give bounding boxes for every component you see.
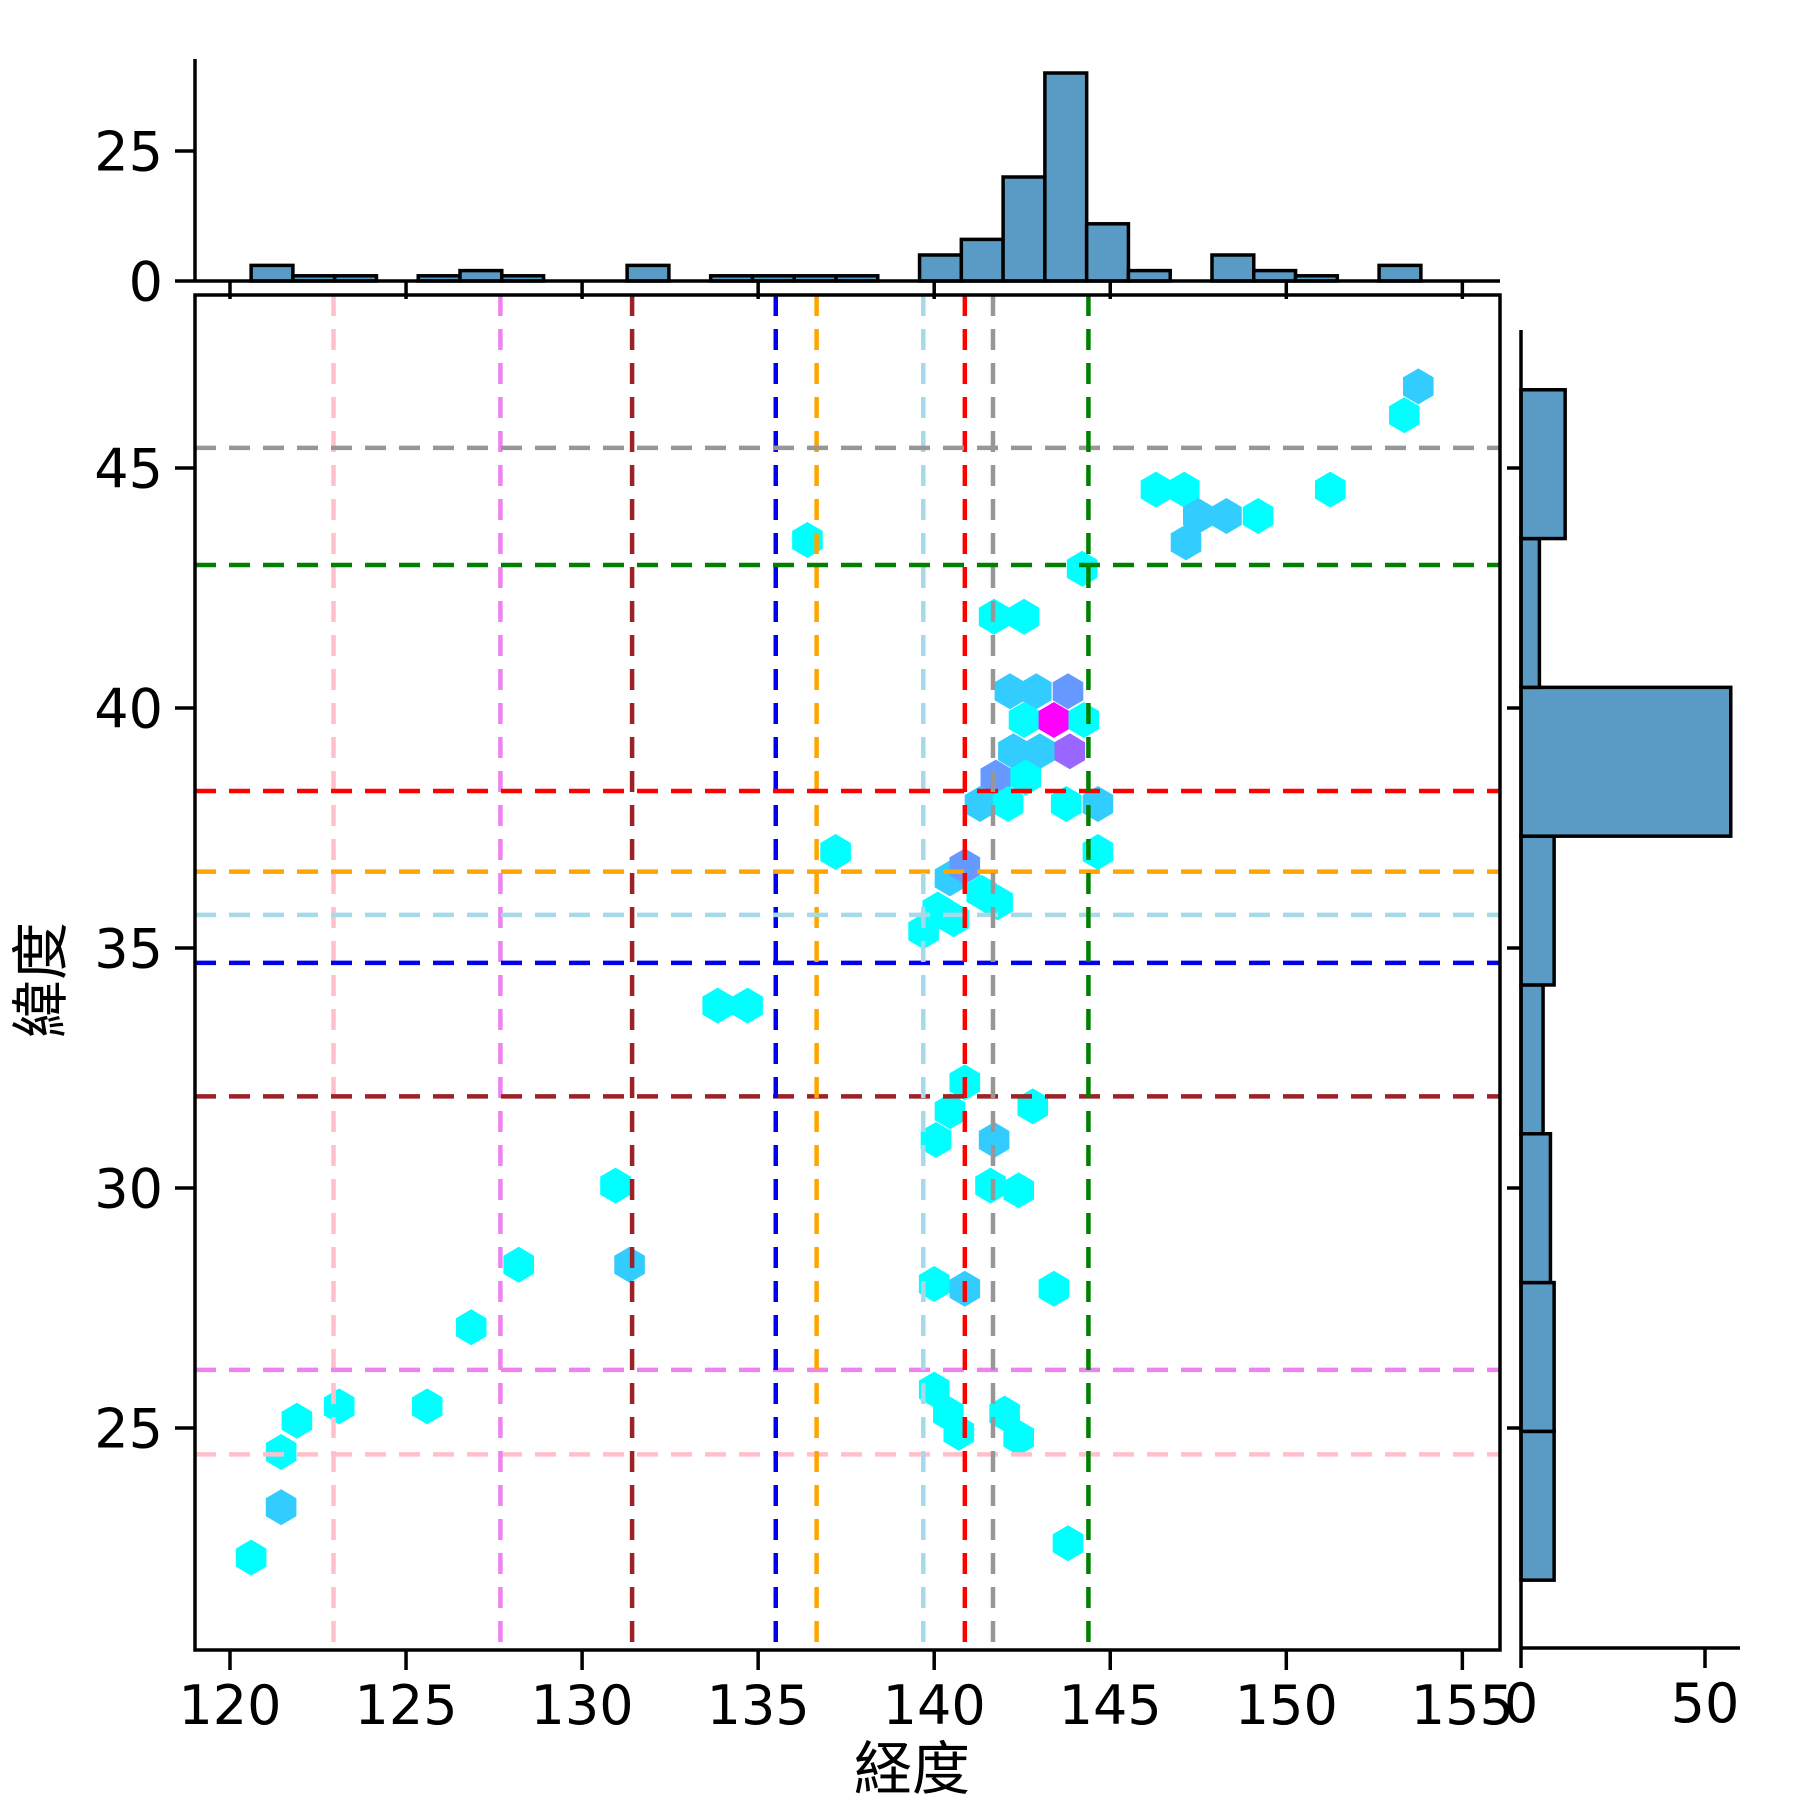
hexbin-cell bbox=[980, 759, 1012, 796]
hexbin-cell bbox=[934, 1093, 966, 1130]
main-plot-border bbox=[193, 293, 1502, 1652]
hexbin-cell bbox=[938, 901, 969, 938]
top-hist-bar bbox=[625, 263, 671, 283]
hexbin-cell bbox=[1003, 1419, 1034, 1456]
top-hist-bar bbox=[1210, 253, 1256, 283]
x-tick-label: 155 bbox=[1411, 1674, 1514, 1737]
hexbin-cell bbox=[614, 1246, 645, 1283]
top-hist-bar bbox=[959, 237, 1005, 283]
hexbin-cell bbox=[1211, 498, 1242, 534]
right-histogram: 0 50 bbox=[1504, 330, 1740, 1735]
hexbin-cell bbox=[1024, 733, 1056, 770]
hexbin-cell bbox=[411, 1388, 443, 1425]
right-hist-xtick-label: 50 bbox=[1671, 1672, 1740, 1735]
main-plot: 120 125 130 135 140 145 150 155 25 30 35 40 45 bbox=[94, 293, 1514, 1737]
y-tick-label: 40 bbox=[94, 677, 163, 740]
hexbin-cell bbox=[1021, 673, 1052, 710]
right-hist-bar bbox=[1519, 685, 1733, 838]
hexbin-cell bbox=[1008, 702, 1040, 738]
x-tick-label: 120 bbox=[178, 1674, 281, 1737]
hexbin-cell bbox=[1052, 1525, 1084, 1562]
right-hist-bar bbox=[1519, 388, 1567, 541]
hexbin-cell bbox=[1010, 759, 1041, 796]
hexbin-cell bbox=[918, 1266, 950, 1302]
top-hist-bar bbox=[1001, 175, 1047, 283]
hexbin-cell bbox=[600, 1167, 631, 1204]
hexbin-layer bbox=[235, 368, 1434, 1576]
hexbin-cell bbox=[992, 786, 1024, 822]
hexbin-cell bbox=[455, 1309, 487, 1346]
hexbin-cell bbox=[235, 1539, 267, 1576]
right-hist-bar bbox=[1519, 536, 1542, 690]
hexbin-cell bbox=[1050, 786, 1082, 822]
hexbin-cell bbox=[994, 673, 1026, 710]
x-tick-label: 150 bbox=[1235, 1674, 1338, 1737]
hexbin-cell bbox=[1052, 673, 1084, 710]
hexbin-cell bbox=[281, 1402, 313, 1439]
hexbin-cell bbox=[1170, 524, 1202, 561]
hexbin-cell bbox=[998, 733, 1029, 770]
hexbin-cell bbox=[1008, 598, 1040, 635]
hexbin-cell bbox=[1003, 1172, 1034, 1209]
hexbin-cell bbox=[1038, 702, 1070, 738]
top-hist-ytick-label: 25 bbox=[94, 120, 163, 183]
hexbin-cell bbox=[1168, 471, 1200, 508]
hexbin-cell bbox=[978, 1122, 1010, 1158]
right-hist-bar bbox=[1519, 834, 1556, 987]
right-hist-bar bbox=[1519, 1132, 1553, 1285]
hexbin-cell bbox=[920, 1122, 952, 1158]
hexbin-cell bbox=[265, 1434, 297, 1470]
hexbin-cell bbox=[732, 987, 763, 1024]
x-tick-label: 145 bbox=[1059, 1674, 1162, 1737]
y-tick-label: 35 bbox=[94, 917, 163, 980]
y-tick-label: 30 bbox=[94, 1157, 163, 1220]
hexbin-cell bbox=[1140, 471, 1172, 508]
hexbin-cell bbox=[989, 1395, 1020, 1432]
top-hist-bar bbox=[1084, 222, 1131, 283]
hexbin-cell bbox=[949, 848, 981, 885]
hexbin-cell bbox=[1054, 733, 1086, 770]
hexbin-cell bbox=[265, 1489, 297, 1526]
hexbin-cell bbox=[702, 987, 733, 1024]
x-tick-label: 125 bbox=[355, 1674, 458, 1737]
hexbin-cell bbox=[964, 786, 996, 822]
hexbin-cell bbox=[503, 1246, 534, 1283]
hexbin-cell bbox=[1403, 368, 1434, 405]
x-tick-label: 140 bbox=[883, 1674, 986, 1737]
reference-lines bbox=[195, 295, 1500, 1650]
top-histogram: 0 25 bbox=[94, 59, 1500, 313]
top-hist-bar bbox=[1377, 263, 1423, 283]
hexbin-cell bbox=[1183, 498, 1214, 534]
hexbin-cell bbox=[1068, 702, 1100, 738]
x-tick-label: 130 bbox=[531, 1674, 634, 1737]
hexbin-cell bbox=[1242, 498, 1274, 534]
right-hist-bar bbox=[1519, 1280, 1556, 1434]
right-hist-xtick-label: 0 bbox=[1504, 1672, 1538, 1735]
top-hist-bar bbox=[249, 263, 295, 283]
hexbin-cell bbox=[982, 884, 1013, 921]
y-tick-label: 25 bbox=[94, 1397, 163, 1460]
x-tick-label: 135 bbox=[707, 1674, 810, 1737]
hexbin-cell bbox=[1315, 471, 1346, 508]
right-hist-bar bbox=[1519, 983, 1545, 1136]
x-axis-label: 経度 bbox=[853, 1735, 970, 1800]
right-hist-bar bbox=[1519, 1429, 1556, 1582]
top-hist-bar bbox=[1043, 71, 1089, 283]
hexbin-cell bbox=[918, 1371, 950, 1408]
y-axis-label: 緯度 bbox=[7, 922, 75, 1039]
hexbin-cell bbox=[975, 1167, 1006, 1204]
hexbin-cell bbox=[1389, 397, 1420, 434]
y-tick-label: 45 bbox=[94, 437, 163, 500]
top-hist-bar bbox=[917, 253, 964, 283]
hexbin-cell bbox=[820, 834, 851, 870]
top-hist-ytick-label: 0 bbox=[129, 250, 163, 313]
hexbin-cell bbox=[1038, 1270, 1070, 1307]
